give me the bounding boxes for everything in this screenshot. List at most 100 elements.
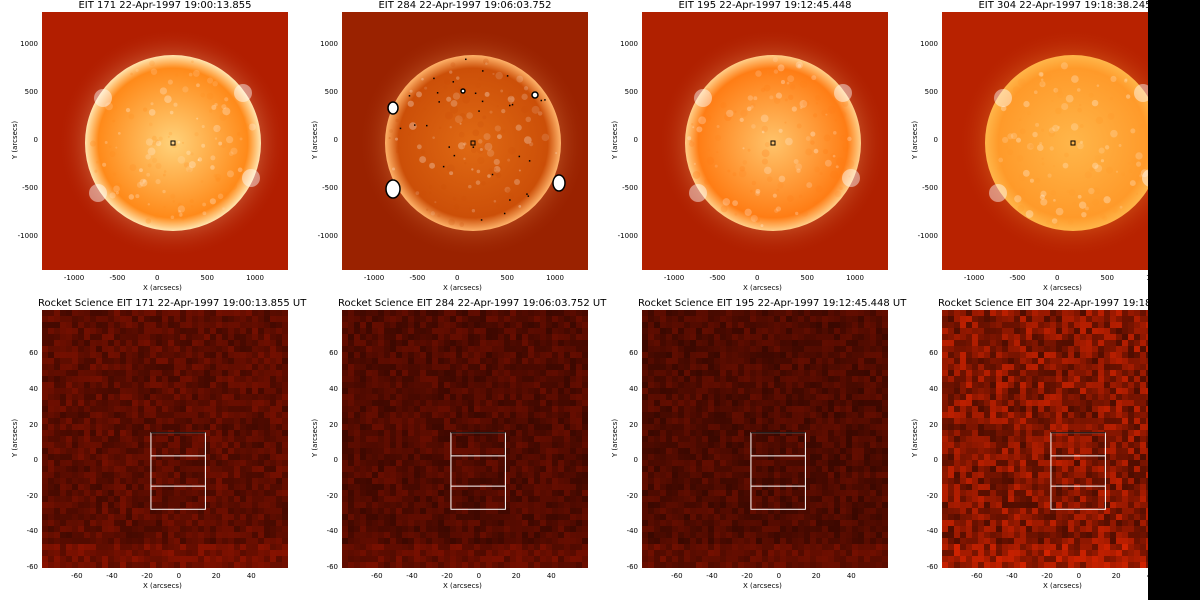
pixel-cell	[138, 514, 144, 520]
pixel-cell	[378, 544, 384, 550]
pixel-cell	[402, 436, 408, 442]
pixel-cell	[552, 502, 558, 508]
pixel-cell	[432, 364, 438, 370]
surface-mottle	[1112, 208, 1118, 214]
surface-mottle	[789, 84, 796, 90]
pixel-cell	[366, 328, 372, 334]
pixel-cell	[396, 520, 402, 526]
pixel-cell	[228, 388, 234, 394]
pixel-cell	[198, 472, 204, 478]
pixel-cell	[102, 514, 108, 520]
pixel-cell	[444, 352, 450, 358]
pixel-cell	[216, 520, 222, 526]
pixel-cell	[702, 382, 708, 388]
pixel-cell	[546, 484, 552, 490]
pixel-cell	[414, 496, 420, 502]
surface-mottle	[1049, 146, 1054, 151]
pixel-cell	[480, 370, 486, 376]
y-tick-label: -1000	[17, 231, 38, 240]
pixel-cell	[282, 532, 288, 538]
surface-mottle	[1088, 187, 1095, 195]
pixel-cell	[246, 316, 252, 322]
pixel-cell	[162, 382, 168, 388]
pixel-cell	[372, 364, 378, 370]
pixel-cell	[258, 358, 264, 364]
pixel-cell	[492, 520, 498, 526]
pixel-cell	[414, 556, 420, 562]
pixel-cell	[810, 340, 816, 346]
pixel-cell	[342, 472, 348, 478]
pixel-cell	[156, 520, 162, 526]
pixel-cell	[228, 412, 234, 418]
pixel-cell	[234, 412, 240, 418]
pixel-cell	[90, 352, 96, 358]
pixel-cell	[414, 364, 420, 370]
pixel-cell	[384, 334, 390, 340]
pixel-cell	[246, 442, 252, 448]
pixel-cell	[684, 376, 690, 382]
pixel-cell	[378, 346, 384, 352]
pixel-cell	[384, 346, 390, 352]
dark-pixel	[526, 193, 528, 195]
pixel-cell	[144, 424, 150, 430]
pixel-cell	[882, 382, 888, 388]
pixel-cell	[684, 346, 690, 352]
pixel-cell	[474, 400, 480, 406]
pixel-cell	[180, 526, 186, 532]
x-tick-label: -1000	[963, 274, 985, 282]
pixel-cell	[492, 346, 498, 352]
surface-mottle	[1040, 81, 1044, 86]
pixel-cell	[408, 436, 414, 442]
pixel-cell	[522, 514, 528, 520]
pixel-cell	[450, 538, 456, 544]
pixel-cell	[426, 358, 432, 364]
pixel-cell	[840, 400, 846, 406]
pixel-cell	[474, 538, 480, 544]
pixel-cell	[408, 358, 414, 364]
pixel-cell	[738, 370, 744, 376]
surface-mottle	[172, 200, 175, 203]
pixel-cell	[90, 496, 96, 502]
pixel-cell	[192, 556, 198, 562]
pixel-cell	[708, 346, 714, 352]
pixel-cell	[546, 364, 552, 370]
pixel-cell	[840, 412, 846, 418]
pixel-cell	[282, 412, 288, 418]
pixel-cell	[144, 364, 150, 370]
pixel-cell	[474, 478, 480, 484]
surface-mottle	[1118, 144, 1122, 147]
pixel-cell	[402, 502, 408, 508]
saturated-spot	[460, 88, 466, 94]
pixel-cell	[426, 478, 432, 484]
pixel-cell	[546, 472, 552, 478]
pixel-cell	[522, 538, 528, 544]
pixel-cell	[270, 538, 276, 544]
pixel-cell	[402, 472, 408, 478]
surface-mottle	[147, 203, 151, 206]
surface-mottle	[1110, 129, 1118, 138]
pixel-cell	[120, 454, 126, 460]
pixel-cell	[762, 370, 768, 376]
pixel-cell	[210, 394, 216, 400]
pixel-cell	[54, 448, 60, 454]
pixel-cell	[90, 424, 96, 430]
pixel-cell	[444, 388, 450, 394]
surface-mottle	[446, 164, 455, 173]
pixel-cell	[492, 508, 498, 514]
pixel-cell	[378, 430, 384, 436]
surface-mottle	[813, 148, 819, 154]
pixel-cell	[342, 442, 348, 448]
pixel-cell	[354, 340, 360, 346]
pixel-cell	[678, 310, 684, 316]
pixel-cell	[474, 460, 480, 466]
pixel-cell	[786, 352, 792, 358]
pixel-cell	[570, 496, 576, 502]
pixel-cell	[66, 550, 72, 556]
pixel-cell	[486, 496, 492, 502]
surface-mottle	[753, 96, 758, 101]
pixel-cell	[360, 310, 366, 316]
pixel-cell	[168, 364, 174, 370]
pixel-cell	[258, 520, 264, 526]
pixel-cell	[456, 400, 462, 406]
pixel-cell	[156, 502, 162, 508]
